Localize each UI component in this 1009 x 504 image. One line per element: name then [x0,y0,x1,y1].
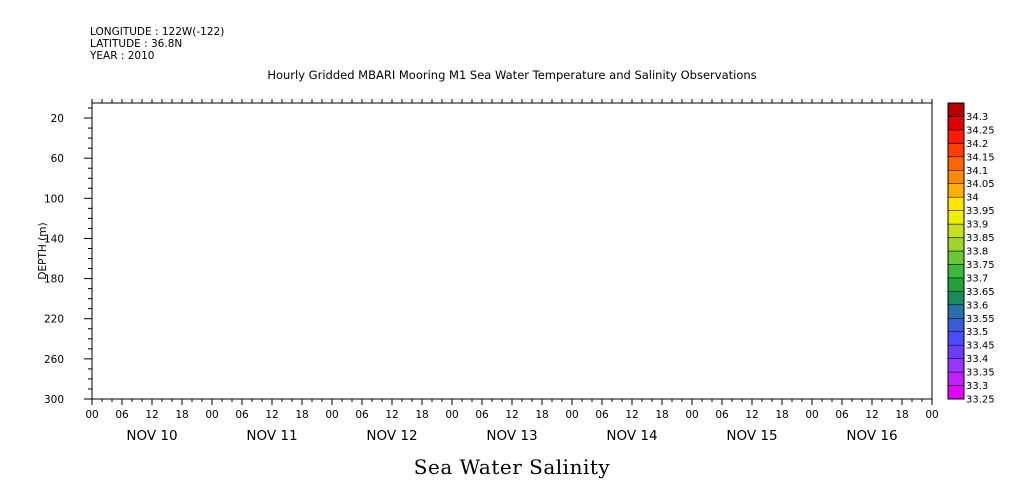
chart-title: Hourly Gridded MBARI Mooring M1 Sea Wate… [267,68,756,82]
header-year: YEAR : 2010 [89,50,154,62]
header-longitude: LONGITUDE : 122W(-122) [90,26,224,38]
header-latitude: LATITUDE : 36.8N [90,38,182,50]
